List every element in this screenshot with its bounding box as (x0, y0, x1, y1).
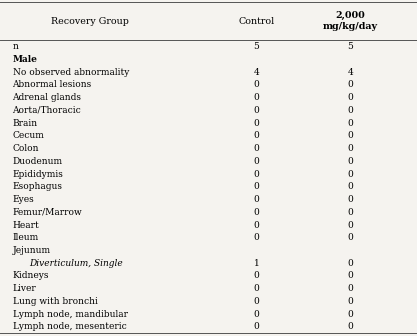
Text: 0: 0 (347, 233, 353, 242)
Text: 0: 0 (347, 170, 353, 178)
Text: Ileum: Ileum (13, 233, 39, 242)
Text: 0: 0 (254, 106, 259, 115)
Text: Lymph node, mesenteric: Lymph node, mesenteric (13, 323, 126, 331)
Text: Kidneys: Kidneys (13, 271, 49, 281)
Text: Eyes: Eyes (13, 195, 34, 204)
Text: Epididymis: Epididymis (13, 170, 63, 178)
Text: 0: 0 (254, 157, 259, 166)
Text: 0: 0 (254, 80, 259, 89)
Text: 0: 0 (254, 271, 259, 281)
Text: Male: Male (13, 55, 38, 64)
Text: Lung with bronchi: Lung with bronchi (13, 297, 98, 306)
Text: 0: 0 (347, 323, 353, 331)
Text: 0: 0 (347, 131, 353, 140)
Text: Jejunum: Jejunum (13, 246, 50, 255)
Text: 4: 4 (347, 68, 353, 77)
Text: No observed abnormality: No observed abnormality (13, 68, 129, 77)
Text: 0: 0 (254, 297, 259, 306)
Text: 0: 0 (254, 93, 259, 102)
Text: 1: 1 (254, 259, 259, 268)
Text: 0: 0 (254, 170, 259, 178)
Text: Cecum: Cecum (13, 131, 44, 140)
Text: 0: 0 (347, 157, 353, 166)
Text: Duodenum: Duodenum (13, 157, 63, 166)
Text: Femur/Marrow: Femur/Marrow (13, 208, 82, 217)
Text: 0: 0 (347, 208, 353, 217)
Text: 0: 0 (347, 119, 353, 128)
Text: 0: 0 (347, 106, 353, 115)
Text: 0: 0 (254, 119, 259, 128)
Text: 0: 0 (347, 220, 353, 229)
Text: 0: 0 (254, 182, 259, 191)
Text: 0: 0 (254, 144, 259, 153)
Text: Liver: Liver (13, 284, 36, 293)
Text: Heart: Heart (13, 220, 39, 229)
Text: 0: 0 (254, 284, 259, 293)
Text: 0: 0 (347, 182, 353, 191)
Text: 5: 5 (347, 42, 353, 51)
Text: Diverticulum, Single: Diverticulum, Single (29, 259, 123, 268)
Text: Lymph node, mandibular: Lymph node, mandibular (13, 310, 128, 319)
Text: 5: 5 (254, 42, 259, 51)
Text: 2,000
mg/kg/day: 2,000 mg/kg/day (323, 11, 378, 31)
Text: 0: 0 (347, 297, 353, 306)
Text: 0: 0 (347, 80, 353, 89)
Text: Aorta/Thoracic: Aorta/Thoracic (13, 106, 81, 115)
Text: 0: 0 (347, 284, 353, 293)
Text: Adrenal glands: Adrenal glands (13, 93, 81, 102)
Text: Esophagus: Esophagus (13, 182, 63, 191)
Text: n: n (13, 42, 18, 51)
Text: 0: 0 (347, 144, 353, 153)
Text: Recovery Group: Recovery Group (51, 16, 128, 26)
Text: 0: 0 (254, 131, 259, 140)
Text: 0: 0 (254, 208, 259, 217)
Text: 0: 0 (347, 195, 353, 204)
Text: Colon: Colon (13, 144, 39, 153)
Text: 0: 0 (254, 323, 259, 331)
Text: 0: 0 (254, 220, 259, 229)
Text: 0: 0 (347, 271, 353, 281)
Text: 0: 0 (347, 259, 353, 268)
Text: 0: 0 (254, 310, 259, 319)
Text: Brain: Brain (13, 119, 38, 128)
Text: Control: Control (239, 16, 274, 26)
Text: 0: 0 (254, 195, 259, 204)
Text: 0: 0 (347, 93, 353, 102)
Text: Abnormal lesions: Abnormal lesions (13, 80, 92, 89)
Text: 0: 0 (254, 233, 259, 242)
Text: 0: 0 (347, 310, 353, 319)
Text: 4: 4 (254, 68, 259, 77)
